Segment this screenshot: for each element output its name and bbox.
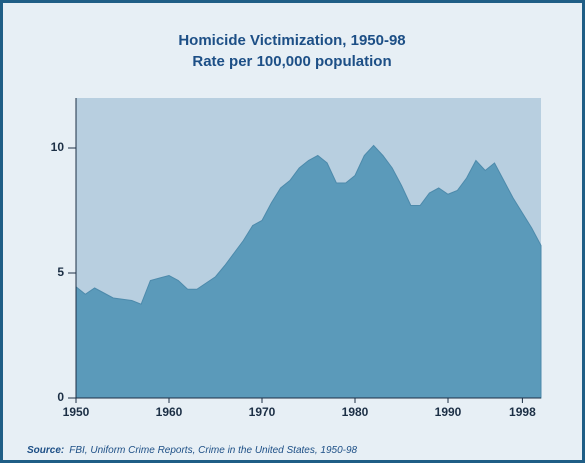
x-tick-label: 1998 [509,405,536,419]
chart-title: Homicide Victimization, 1950-98 [178,32,405,49]
area [75,144,542,399]
source-text: Source: FBI, Uniform Crime Reports, Crime… [27,445,358,456]
source: FBI, Uniform Crime Reports, Crime in the… [69,445,357,456]
x-tick-label: 1960 [156,405,183,419]
x-tick-label: 1980 [342,405,369,419]
source-label: Source: [27,445,64,456]
y-tick-label: 0 [57,390,64,404]
chart-subtitle: Rate per 100,000 population [192,53,391,70]
x-tick-label: 1950 [63,405,90,419]
y-tick-label: 5 [57,265,64,279]
y-tick-label: 10 [51,140,65,154]
x-tick-label: 1970 [249,405,276,419]
x-tick-label: 1990 [435,405,462,419]
